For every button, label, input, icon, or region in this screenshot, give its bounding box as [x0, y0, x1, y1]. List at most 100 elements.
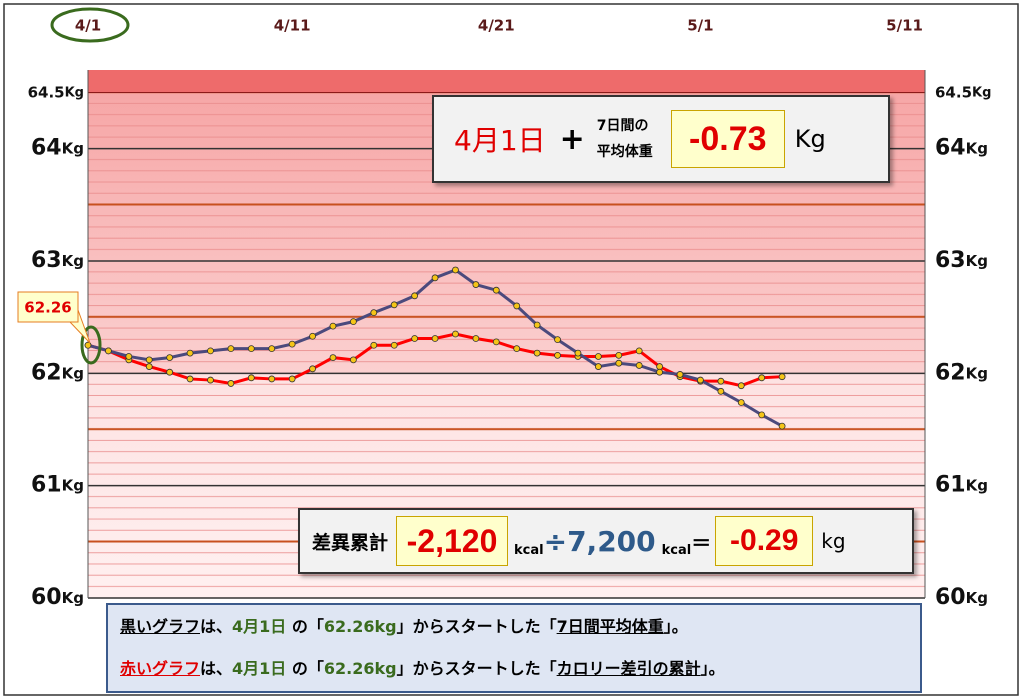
y-tick-label: 64Kg	[935, 136, 988, 161]
info-label-line: 7日間の	[596, 118, 649, 134]
info-unit: Kg	[794, 125, 826, 153]
data-point	[554, 351, 561, 359]
footer-text: 7日間平均体重	[556, 617, 664, 636]
footer: 黒いグラフは、4月1日 の「62.26kg」からスタートした「7日間平均体重」。…	[106, 603, 922, 693]
footer-text: 4月1日	[232, 617, 287, 636]
data-point	[554, 336, 561, 344]
footer-text: 」。	[663, 617, 688, 636]
data-point	[492, 338, 500, 346]
data-point	[513, 302, 521, 310]
footer-text: 」。	[700, 659, 725, 678]
data-point	[717, 387, 725, 395]
footer-text: 62.26kg	[323, 659, 397, 678]
y-tick-label: 63Kg	[935, 248, 988, 273]
calc-unit: kcal	[661, 543, 692, 558]
x-tick-label: 4/1	[75, 17, 101, 35]
y-tick-unit: Kg	[966, 139, 988, 157]
data-point	[737, 399, 745, 406]
data-point	[574, 349, 582, 357]
data-point	[390, 341, 398, 349]
data-point	[615, 351, 623, 359]
y-tick-value: 63	[31, 248, 62, 273]
y-tick-label: 61Kg	[935, 473, 988, 498]
y-tick-unit: Kg	[62, 476, 84, 494]
info-plus: +	[559, 121, 585, 157]
data-point	[349, 356, 357, 364]
y-tick-unit: Kg	[966, 251, 988, 269]
data-point	[268, 375, 276, 383]
data-point	[349, 318, 357, 326]
highlight-ellipse	[50, 7, 130, 43]
info-date: 4月1日	[454, 124, 546, 157]
y-tick-value: 64	[935, 136, 966, 161]
footer-text: 」からスタートした「	[396, 617, 557, 636]
footer-text: は、	[200, 617, 233, 636]
y-tick-unit: Kg	[966, 589, 988, 607]
y-tick-value: 61	[31, 473, 62, 498]
y-tick-label: 62Kg	[31, 360, 84, 385]
y-tick-value: 64	[31, 136, 62, 161]
data-point	[370, 341, 378, 349]
data-point	[207, 376, 214, 384]
y-tick-unit: Kg	[966, 476, 988, 494]
data-point	[758, 411, 766, 419]
calc-box: 差異累計 -2,120 kcal ÷ 7,200 kcal ＝ -0.29 kg	[298, 508, 914, 574]
data-point	[105, 347, 112, 355]
y-tick-label: 62Kg	[935, 360, 988, 385]
data-point	[676, 371, 684, 378]
data-point	[288, 340, 296, 348]
footer-text: は、	[200, 659, 233, 678]
data-point	[288, 375, 296, 383]
y-tick-label: 63Kg	[31, 248, 84, 273]
data-point	[472, 281, 480, 288]
data-point	[758, 374, 766, 382]
data-point	[717, 377, 725, 385]
calc-unit: kcal	[514, 543, 544, 558]
y-tick-label: 60Kg	[935, 585, 988, 610]
data-point	[656, 363, 664, 370]
footer-text: 」からスタートした「	[396, 659, 557, 678]
data-point	[227, 345, 235, 353]
info-box: 4月1日 + 7日間の 平均体重 -0.73 Kg	[432, 95, 890, 183]
y-tick-unit: Kg	[62, 364, 84, 382]
x-tick-label: 4/11	[274, 17, 311, 35]
info-label-line: 平均体重	[596, 144, 653, 160]
calc-result-unit: kg	[821, 529, 846, 553]
footer-text: 赤いグラフ	[120, 659, 201, 678]
y-tick-unit: Kg	[62, 139, 84, 157]
data-point	[145, 356, 153, 364]
data-point	[737, 382, 745, 390]
y-tick-value: 62	[31, 360, 62, 385]
data-point	[778, 373, 786, 381]
data-point	[431, 274, 439, 282]
data-point	[370, 309, 378, 317]
data-point	[615, 359, 623, 367]
data-point	[145, 363, 153, 370]
y-tick-value: 62	[935, 360, 966, 385]
plot-bg-top	[88, 70, 925, 92]
calc-result: -0.29	[715, 516, 814, 566]
data-point	[452, 266, 459, 274]
y-tick-value: 64.5	[935, 83, 972, 101]
footer-text: の「	[286, 617, 324, 636]
data-point	[635, 362, 643, 369]
y-tick-label: 61Kg	[31, 473, 84, 498]
data-point	[431, 335, 439, 342]
highlight-ellipse	[80, 325, 102, 365]
data-point	[84, 341, 92, 349]
data-point	[697, 376, 704, 384]
footer-text: 黒いグラフ	[120, 617, 201, 636]
data-point	[268, 345, 276, 353]
data-point	[166, 354, 174, 361]
calc-label: 差異累計	[312, 531, 389, 554]
data-point	[411, 335, 419, 342]
data-point	[513, 345, 521, 353]
data-point	[656, 368, 664, 376]
y-tick-value: 63	[935, 248, 966, 273]
y-tick-unit: Kg	[62, 589, 84, 607]
data-point	[247, 345, 255, 353]
data-point	[207, 347, 214, 355]
data-point	[778, 422, 786, 430]
info-value: -0.73	[670, 110, 785, 168]
